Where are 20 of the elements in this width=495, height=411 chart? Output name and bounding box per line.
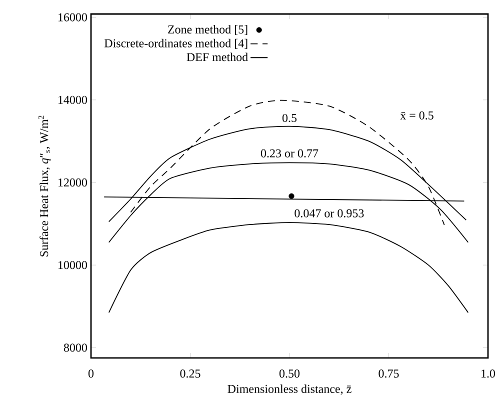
annotation: 0.23 or 0.77 [260,149,318,158]
y-tick-label: 16000 [58,13,88,22]
annotation: 0.5 [282,114,297,122]
annotation: 0.047 or 0.953 [294,209,364,218]
x-tick-label: 0 [88,370,94,378]
annotation: x̄ = 0.5 [400,111,434,120]
y-axis-title: Surface Heat Flux, q″$_{s}$, W/m$^{2}$ [38,116,51,256]
x-tick-label: 0.50 [279,370,300,378]
x-tick-label: 1.0 [482,370,495,378]
legend-label: Zone method [5] [168,25,248,35]
x-tick-label: 0.25 [180,370,200,378]
legend-label: Discrete-ordinates method [4] [104,38,248,49]
y-tick-label: 12000 [58,178,88,187]
y-tick-label: 8000 [64,344,88,352]
x-tick-label: 0.75 [378,370,399,378]
line-series [108,222,469,314]
y-tick-label: 10000 [58,261,88,270]
legend-label: DEF method [186,52,248,62]
y-tick-label: 14000 [58,96,88,104]
x-axis-title: Dimensionless distance, z̄ [228,384,352,395]
